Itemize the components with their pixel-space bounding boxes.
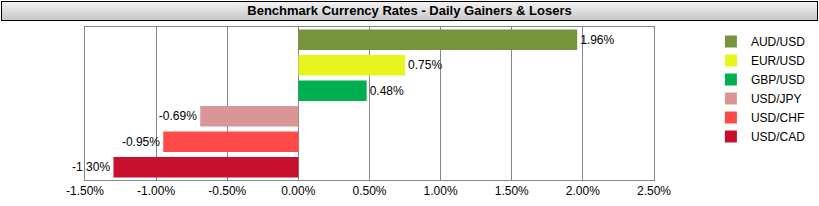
svg-text:-1.50%: -1.50% — [66, 184, 104, 198]
svg-text:-0.69%: -0.69% — [159, 109, 197, 123]
svg-text:-0.95%: -0.95% — [122, 135, 160, 149]
svg-text:USD/CAD: USD/CAD — [751, 130, 805, 144]
svg-text:-0.50%: -0.50% — [208, 184, 246, 198]
html-text:Benchmark Currency Rates - Dai: Benchmark Currency Rates - Daily Gainers… — [247, 3, 572, 18]
svg-text:EUR/USD: EUR/USD — [751, 54, 805, 68]
svg-text:1.96%: 1.96% — [580, 33, 614, 47]
svg-text:USD/JPY: USD/JPY — [751, 92, 802, 106]
svg-text:-1.00%: -1.00% — [137, 184, 175, 198]
svg-text:USD/CHF: USD/CHF — [751, 111, 804, 125]
svg-text:0.48%: 0.48% — [370, 84, 404, 98]
svg-text:0.50%: 0.50% — [352, 184, 386, 198]
svg-text:AUD/USD: AUD/USD — [751, 35, 805, 49]
svg-text:2.00%: 2.00% — [566, 184, 600, 198]
svg-text:1.50%: 1.50% — [495, 184, 529, 198]
svg-text:1.00%: 1.00% — [424, 184, 458, 198]
svg-text:GBP/USD: GBP/USD — [751, 73, 805, 87]
svg-text:0.75%: 0.75% — [408, 58, 442, 72]
svg-text:-1.30%: -1.30% — [72, 160, 110, 174]
svg-text:2.50%: 2.50% — [637, 184, 671, 198]
svg-text:0.00%: 0.00% — [281, 184, 315, 198]
